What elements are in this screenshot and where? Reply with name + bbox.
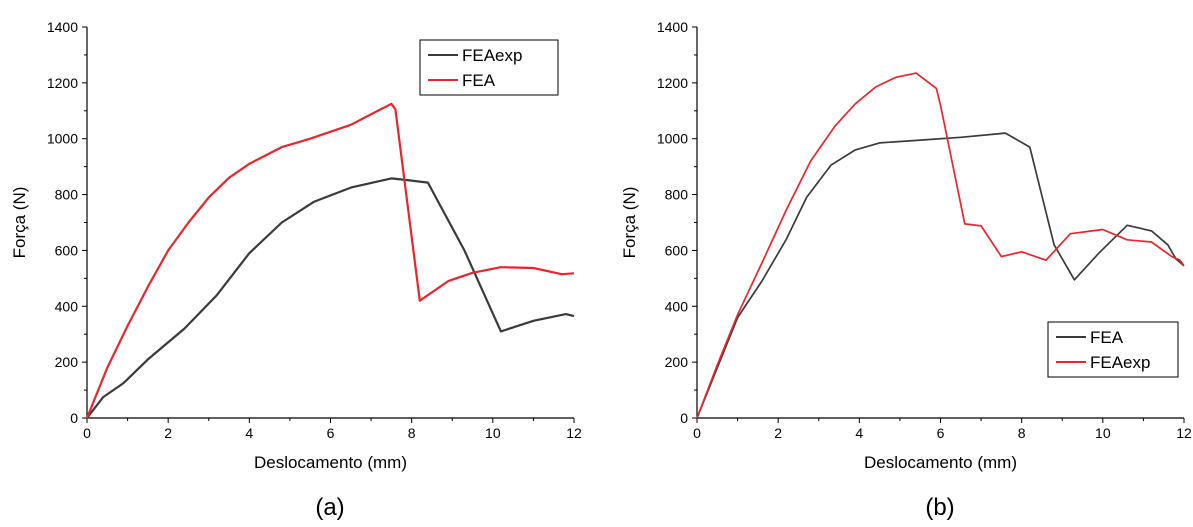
y-tick-label: 0	[70, 410, 78, 426]
y-axis-label: Força (N)	[620, 187, 639, 259]
series-line-feaexp	[86, 177, 575, 419]
legend-label: FEAexp	[1090, 353, 1150, 372]
x-tick-label: 10	[485, 425, 501, 441]
y-tick-label: 1400	[47, 19, 78, 35]
x-tick-label: 2	[774, 425, 782, 441]
y-tick-label: 600	[55, 242, 79, 258]
x-tick-label: 12	[566, 425, 582, 441]
y-axis-label: Força (N)	[10, 187, 29, 259]
legend-label: FEA	[462, 71, 496, 90]
x-tick-label: 0	[693, 425, 701, 441]
x-tick-label: 8	[1018, 425, 1026, 441]
x-tick-label: 4	[245, 425, 253, 441]
y-tick-label: 400	[665, 298, 689, 314]
y-tick-label: 600	[665, 242, 689, 258]
series-line-feaexp	[696, 72, 1185, 419]
legend: FEA FEAexp	[1047, 321, 1179, 378]
series-line-fea	[85, 102, 575, 419]
y-tick-label: 1200	[657, 75, 688, 91]
y-tick-label: 1000	[657, 131, 688, 147]
y-tick-label: 800	[55, 187, 79, 203]
x-axis-label: Deslocamento (mm)	[254, 453, 407, 472]
legend: FEAexp FEA	[419, 39, 559, 96]
y-tick-label: 1200	[47, 75, 78, 91]
y-tick-label: 200	[665, 354, 689, 370]
y-tick-label: 0	[680, 410, 688, 426]
y-tick-label: 1400	[657, 19, 688, 35]
x-tick-label: 2	[164, 425, 172, 441]
x-tick-label: 4	[855, 425, 863, 441]
legend-box	[1047, 321, 1179, 378]
legend-box	[419, 39, 559, 96]
y-tick-label: 400	[55, 298, 79, 314]
series-line-fea	[696, 132, 1185, 419]
y-tick-label: 800	[665, 187, 689, 203]
y-tick-label: 200	[55, 354, 79, 370]
panel-caption: (b)	[925, 494, 954, 521]
x-tick-label: 0	[83, 425, 91, 441]
x-axis-label: Deslocamento (mm)	[864, 453, 1017, 472]
chart-1: 0 2 4 6 8 10 12 0 200 400 600 800 1000 1200 1400 Desloc…	[620, 19, 1192, 521]
y-tick-label: 1000	[47, 131, 78, 147]
x-tick-label: 6	[327, 425, 335, 441]
x-tick-label: 8	[408, 425, 416, 441]
x-tick-label: 10	[1095, 425, 1111, 441]
x-tick-label: 6	[937, 425, 945, 441]
legend-label: FEA	[1090, 328, 1124, 347]
legend-label: FEAexp	[462, 46, 522, 65]
panel-caption: (a)	[315, 494, 344, 521]
x-tick-label: 12	[1176, 425, 1192, 441]
chart-0: 0 2 4 6 8 10 12 0 200 400 600 800 1000 1200 1400 Desloc…	[10, 19, 582, 521]
